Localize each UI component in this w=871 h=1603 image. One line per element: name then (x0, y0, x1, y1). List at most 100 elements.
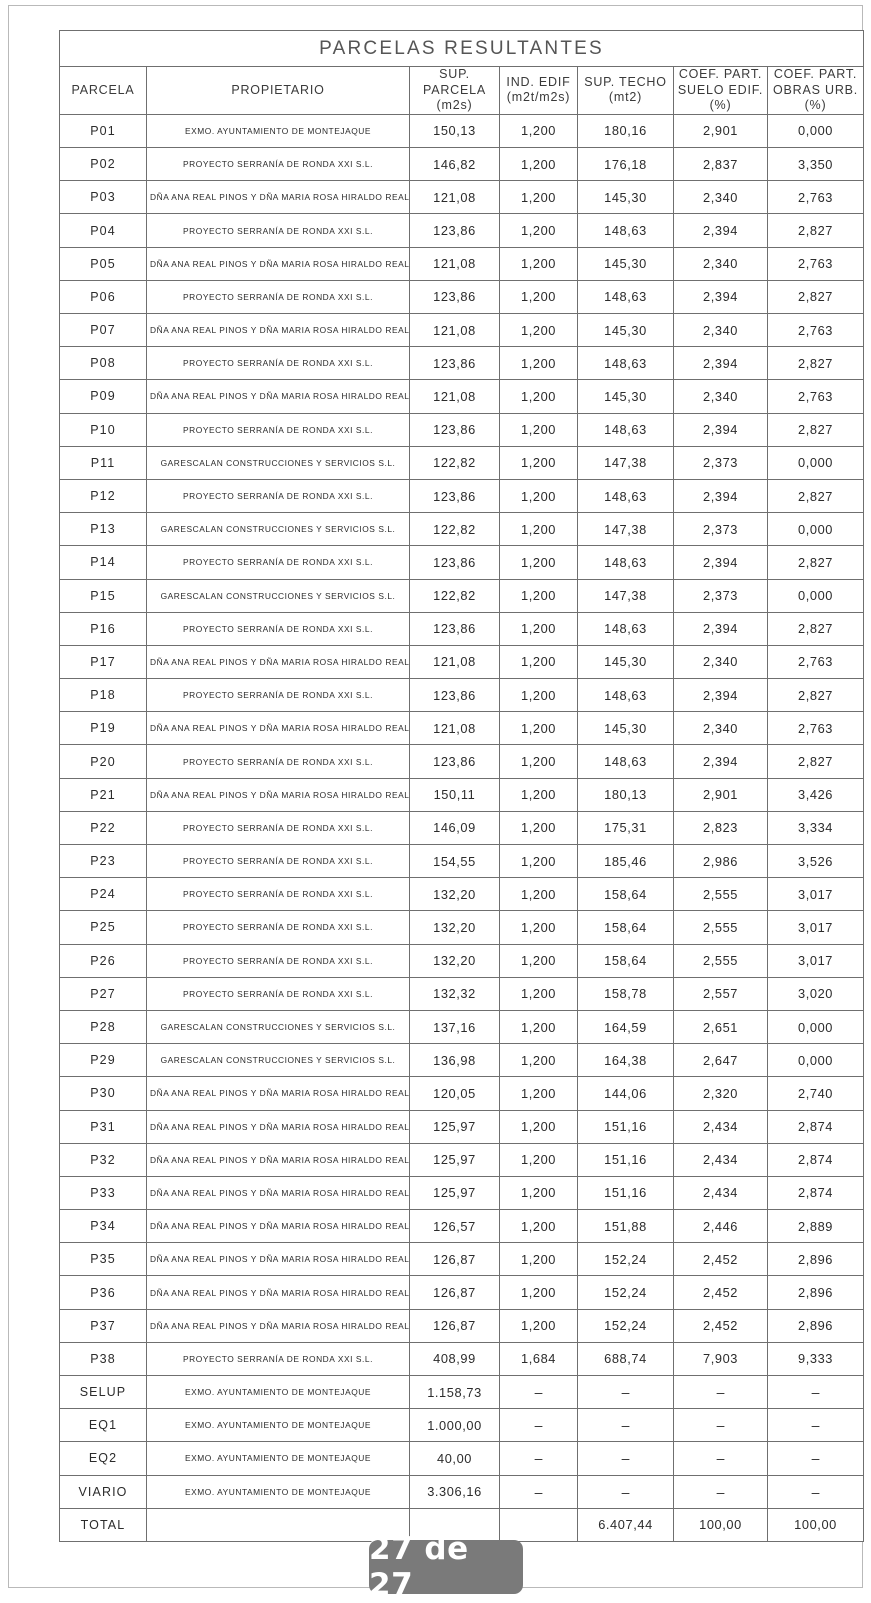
cell-ind_edif: 1,200 (499, 910, 578, 945)
cell-sup_techo: 145,30 (577, 711, 674, 746)
column-header-line2: (mt2) (608, 90, 643, 105)
cell-ind_edif: 1,200 (499, 279, 578, 315)
page-title: PARCELAS RESULTANTES (58, 30, 865, 67)
cell-ind_edif: 1,200 (499, 777, 578, 812)
table-row: P26 PROYECTO SERRANÍA DE RONDA XXI S.L. 13… (59, 943, 865, 978)
table-row: P05 DÑA ANA REAL PINOS Y DÑA MARIA ROSA H… (59, 246, 865, 281)
cell-propietario: PROYECTO SERRANÍA DE RONDA XXI S.L. (146, 943, 410, 978)
cell-coef_obras: 2,827 (766, 412, 865, 447)
cell-sup_techo: 151,88 (577, 1209, 674, 1244)
cell-propietario: DÑA ANA REAL PINOS Y DÑA MARIA ROSA HIRA… (146, 1142, 410, 1177)
cell-coef_obras: 0,000 (766, 1009, 865, 1045)
cell-sup_parcela: 40,00 (409, 1441, 500, 1476)
cell-sup_techo: 145,30 (577, 379, 674, 414)
cell-sup_parcela: 123,86 (409, 412, 500, 447)
cell-parcela: P14 (59, 545, 147, 580)
table-row: P19 DÑA ANA REAL PINOS Y DÑA MARIA ROSA H… (59, 711, 865, 746)
cell-sup_techo: 176,18 (577, 147, 674, 182)
cell-sup_parcela: 132,20 (409, 877, 500, 912)
cell-coef_suelo: 2,434 (673, 1175, 768, 1211)
cell-sup_parcela: 126,87 (409, 1275, 500, 1310)
cell-sup_parcela (409, 1507, 500, 1542)
cell-propietario: PROYECTO SERRANÍA DE RONDA XXI S.L. (146, 147, 410, 182)
cell-propietario: GARESCALAN CONSTRUCCIONES Y SERVICIOS S.… (146, 512, 410, 547)
cell-coef_obras: 0,000 (766, 1043, 865, 1078)
cell-parcela: EQ1 (59, 1408, 147, 1443)
cell-coef_obras: 9,333 (766, 1341, 865, 1377)
table-row: TOTAL 6.407,44 100,00 100,00 (59, 1507, 865, 1542)
cell-coef_obras: 3,017 (766, 877, 865, 912)
cell-propietario: GARESCALAN CONSTRUCCIONES Y SERVICIOS S.… (146, 1009, 410, 1045)
cell-coef_obras: – (766, 1441, 865, 1476)
table-row: P25 PROYECTO SERRANÍA DE RONDA XXI S.L. 13… (59, 910, 865, 945)
table-row: EQ2 EXMO. AYUNTAMIENTO DE MONTEJAQUE 40,00… (59, 1441, 865, 1476)
table-row: P36 DÑA ANA REAL PINOS Y DÑA MARIA ROSA H… (59, 1275, 865, 1310)
column-header-coef_obras: COEF. PART. OBRAS URB.(%) (766, 66, 865, 115)
cell-ind_edif (499, 1507, 578, 1542)
cell-coef_obras: 2,763 (766, 180, 865, 215)
column-header-line1: IND. EDIF (506, 74, 571, 89)
cell-sup_techo: – (577, 1474, 674, 1509)
cell-parcela: P30 (59, 1076, 147, 1111)
cell-sup_parcela: 121,08 (409, 246, 500, 281)
cell-parcela: P12 (59, 478, 147, 514)
cell-coef_obras: 0,000 (766, 512, 865, 547)
cell-sup_techo: 164,59 (577, 1009, 674, 1045)
cell-ind_edif: 1,200 (499, 1109, 578, 1144)
cell-coef_suelo: 2,452 (673, 1275, 768, 1310)
table-row: P09 DÑA ANA REAL PINOS Y DÑA MARIA ROSA H… (59, 379, 865, 414)
cell-parcela: P17 (59, 644, 147, 680)
cell-coef_suelo: 7,903 (673, 1341, 768, 1377)
cell-coef_suelo: 2,340 (673, 180, 768, 215)
table-row: P11 GARESCALAN CONSTRUCCIONES Y SERVICIOS… (59, 445, 865, 480)
table-row: P12 PROYECTO SERRANÍA DE RONDA XXI S.L. 12… (59, 478, 865, 514)
cell-ind_edif: 1,200 (499, 1275, 578, 1310)
cell-propietario: PROYECTO SERRANÍA DE RONDA XXI S.L. (146, 545, 410, 580)
cell-propietario: PROYECTO SERRANÍA DE RONDA XXI S.L. (146, 843, 410, 879)
cell-sup_parcela: 126,57 (409, 1209, 500, 1244)
cell-coef_obras: 0,000 (766, 445, 865, 480)
cell-coef_obras: 2,827 (766, 279, 865, 315)
column-header-line2: SUELO EDIF.(%) (677, 82, 764, 113)
cell-coef_obras: 2,896 (766, 1275, 865, 1310)
cell-ind_edif: 1,200 (499, 877, 578, 912)
cell-parcela: VIARIO (59, 1474, 147, 1509)
cell-parcela: P25 (59, 910, 147, 945)
cell-parcela: P11 (59, 445, 147, 480)
cell-sup_techo: – (577, 1441, 674, 1476)
cell-coef_obras: 2,874 (766, 1109, 865, 1144)
cell-coef_suelo: 2,434 (673, 1142, 768, 1177)
cell-coef_obras: 2,874 (766, 1175, 865, 1211)
table-row: P01 EXMO. AYUNTAMIENTO DE MONTEJAQUE 150,1… (59, 113, 865, 149)
cell-parcela: P31 (59, 1109, 147, 1144)
cell-ind_edif: 1,200 (499, 1308, 578, 1343)
cell-coef_suelo: 2,901 (673, 113, 768, 149)
cell-parcela: P02 (59, 147, 147, 182)
cell-ind_edif: 1,200 (499, 1242, 578, 1277)
cell-ind_edif: 1,200 (499, 545, 578, 580)
cell-coef_obras: 2,896 (766, 1308, 865, 1343)
cell-sup_techo: 148,63 (577, 346, 674, 381)
cell-coef_obras: 2,896 (766, 1242, 865, 1277)
cell-coef_obras: 3,526 (766, 843, 865, 879)
cell-parcela: P15 (59, 578, 147, 613)
cell-sup_techo: 145,30 (577, 246, 674, 281)
cell-ind_edif: 1,200 (499, 346, 578, 381)
cell-sup_techo: – (577, 1408, 674, 1443)
cell-sup_techo: 151,16 (577, 1142, 674, 1177)
cell-sup_parcela: 125,97 (409, 1109, 500, 1144)
cell-ind_edif: 1,200 (499, 810, 578, 846)
cell-sup_parcela: 1.158,73 (409, 1374, 500, 1410)
cell-sup_techo: 185,46 (577, 843, 674, 879)
table-row: SELUP EXMO. AYUNTAMIENTO DE MONTEJAQUE 1.1… (59, 1374, 865, 1410)
cell-coef_suelo: 100,00 (673, 1507, 768, 1542)
cell-sup_techo: 180,16 (577, 113, 674, 149)
table-row: P37 DÑA ANA REAL PINOS Y DÑA MARIA ROSA H… (59, 1308, 865, 1343)
cell-coef_suelo: 2,373 (673, 578, 768, 613)
cell-coef_suelo: 2,340 (673, 246, 768, 281)
column-header-line1: COEF. PART. (678, 67, 763, 81)
cell-propietario: PROYECTO SERRANÍA DE RONDA XXI S.L. (146, 976, 410, 1011)
cell-parcela: P26 (59, 943, 147, 978)
cell-sup_parcela: 132,32 (409, 976, 500, 1011)
cell-sup_parcela: 123,86 (409, 611, 500, 646)
